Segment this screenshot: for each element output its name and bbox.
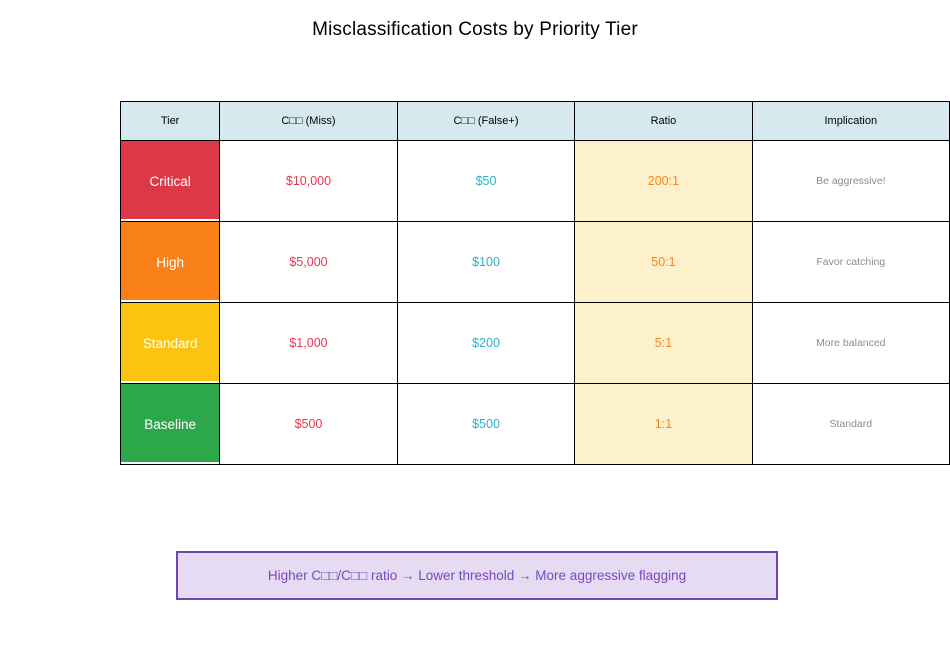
ratio-cell: 200:1 bbox=[574, 140, 753, 222]
table-row-baseline: Baseline $500 $500 1:1 Standard bbox=[119, 383, 950, 465]
false-positive-cost-cell: $200 bbox=[396, 302, 576, 384]
ratio-cell: 50:1 bbox=[574, 221, 753, 303]
implication-cell: Be aggressive! bbox=[751, 140, 950, 222]
tier-cell: Baseline bbox=[119, 383, 221, 465]
figure-title: Misclassification Costs by Priority Tier bbox=[312, 19, 638, 40]
tier-cell: Standard bbox=[119, 302, 221, 384]
miss-cost-cell: $1,000 bbox=[219, 302, 398, 384]
annotation-box: Higher C□□/C□□ ratio → Lower threshold →… bbox=[176, 551, 778, 600]
tier-cell: Critical bbox=[119, 140, 221, 222]
annotation-text: Higher C□□/C□□ ratio → Lower threshold →… bbox=[267, 568, 687, 583]
false-positive-cost-cell: $500 bbox=[396, 383, 576, 465]
table-header-row: Tier C□□ (Miss) C□□ (False+) Ratio Impli… bbox=[119, 101, 950, 141]
implication-cell: Standard bbox=[751, 383, 950, 465]
col-header-tier: Tier bbox=[119, 101, 221, 141]
col-header-implication: Implication bbox=[751, 101, 950, 141]
miss-cost-cell: $5,000 bbox=[219, 221, 398, 303]
miss-cost-cell: $10,000 bbox=[219, 140, 398, 222]
table-row-standard: Standard $1,000 $200 5:1 More balanced bbox=[119, 302, 950, 384]
ratio-cell: 1:1 bbox=[574, 383, 753, 465]
false-positive-cost-cell: $100 bbox=[396, 221, 576, 303]
implication-cell: Favor catching bbox=[751, 221, 950, 303]
col-header-fp-cost: C□□ (False+) bbox=[396, 101, 576, 141]
table-row-high: High $5,000 $100 50:1 Favor catching bbox=[119, 221, 950, 303]
cost-table: Tier C□□ (Miss) C□□ (False+) Ratio Impli… bbox=[119, 101, 950, 465]
implication-cell: More balanced bbox=[751, 302, 950, 384]
miss-cost-cell: $500 bbox=[219, 383, 398, 465]
tier-cell: High bbox=[119, 221, 221, 303]
ratio-cell: 5:1 bbox=[574, 302, 753, 384]
table-row-critical: Critical $10,000 $50 200:1 Be aggressive… bbox=[119, 140, 950, 222]
col-header-ratio: Ratio bbox=[574, 101, 753, 141]
false-positive-cost-cell: $50 bbox=[396, 140, 576, 222]
col-header-miss-cost: C□□ (Miss) bbox=[219, 101, 398, 141]
